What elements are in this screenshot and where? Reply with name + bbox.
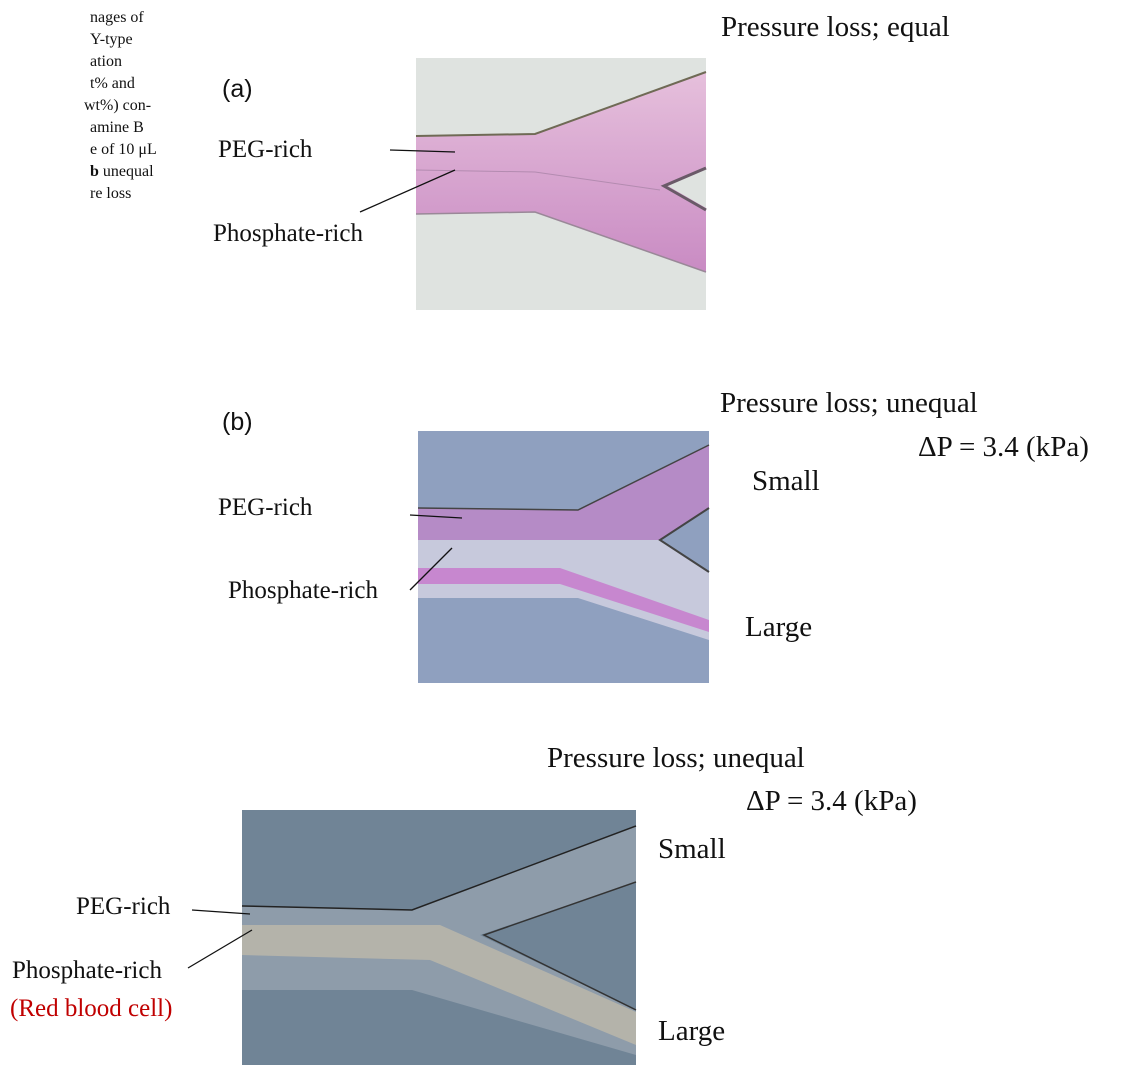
caption-text: unequal	[99, 163, 154, 180]
pressure: ΔP = 3.4 (kPa)	[918, 431, 1089, 463]
outlet-label: Large	[745, 611, 812, 643]
caption-line: b unequal	[90, 163, 154, 180]
panel-b: (b) PEG-rich Phosphate-rich Pressure los…	[218, 387, 1089, 683]
caption-line: Y-type	[90, 31, 133, 48]
condition: Pressure loss; unequal	[720, 387, 978, 419]
caption-line: amine B	[90, 119, 144, 136]
panel-c: PEG-rich Phosphate-rich (Red blood cell)…	[10, 742, 917, 1065]
phase-label: Phosphate-rich	[228, 577, 378, 604]
phase-label: PEG-rich	[76, 893, 171, 920]
caption-bold: b	[90, 163, 99, 180]
phase-label: PEG-rich	[218, 494, 313, 521]
caption-line: t% and	[90, 75, 135, 92]
note: (Red blood cell)	[10, 995, 172, 1022]
phase-label: Phosphate-rich	[213, 220, 363, 247]
panel-a: (a) PEG-rich Phosphate-rich Pressure los…	[213, 11, 950, 310]
phase-label: PEG-rich	[218, 136, 313, 163]
phase-label: Phosphate-rich	[12, 957, 162, 984]
caption-line: e of 10 μL	[90, 141, 157, 158]
caption-line: nages of	[90, 9, 144, 26]
figure: nages of Y-type ation t% and wt%) con- a…	[0, 0, 1122, 1065]
panel-label: (a)	[222, 75, 253, 103]
pressure: ΔP = 3.4 (kPa)	[746, 785, 917, 817]
pointer	[192, 910, 250, 914]
outlet-label: Large	[658, 1015, 725, 1047]
caption-line: wt%) con-	[84, 97, 151, 114]
outlet-label: Small	[752, 465, 820, 497]
panel-label: (b)	[222, 408, 253, 436]
outlet-label: Small	[658, 833, 726, 865]
caption-line: re loss	[90, 185, 131, 202]
caption: nages of Y-type ation t% and wt%) con- a…	[84, 9, 157, 202]
condition: Pressure loss; equal	[721, 11, 950, 43]
caption-line: ation	[90, 53, 122, 70]
condition: Pressure loss; unequal	[547, 742, 805, 774]
